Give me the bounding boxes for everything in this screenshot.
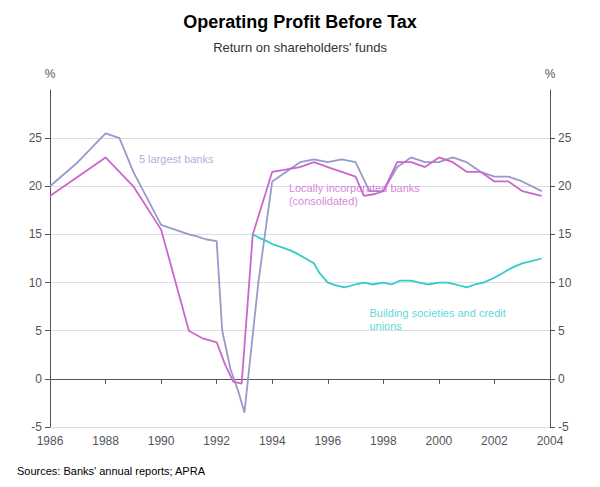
- svg-text:Operating Profit Before Tax: Operating Profit Before Tax: [183, 12, 417, 32]
- svg-text:5: 5: [35, 324, 42, 338]
- svg-text:10: 10: [558, 276, 572, 290]
- svg-text:20: 20: [29, 179, 43, 193]
- svg-text:2002: 2002: [481, 434, 508, 448]
- svg-text:Sources: Banks' annual reports: Sources: Banks' annual reports; APRA: [17, 465, 206, 477]
- svg-text:20: 20: [558, 179, 572, 193]
- svg-text:5: 5: [558, 324, 565, 338]
- svg-text:0: 0: [35, 372, 42, 386]
- svg-text:unions: unions: [369, 320, 402, 332]
- svg-text:(consolidated): (consolidated): [289, 195, 358, 207]
- svg-text:0: 0: [558, 372, 565, 386]
- svg-text:1986: 1986: [37, 434, 64, 448]
- svg-text:Building societies and credit: Building societies and credit: [369, 307, 505, 319]
- svg-text:Locally incorporated banks: Locally incorporated banks: [289, 182, 420, 194]
- svg-text:%: %: [545, 67, 556, 81]
- svg-text:2000: 2000: [426, 434, 453, 448]
- svg-text:1990: 1990: [148, 434, 175, 448]
- svg-text:15: 15: [29, 227, 43, 241]
- svg-text:-5: -5: [558, 420, 569, 434]
- svg-text:5 largest banks: 5 largest banks: [139, 153, 214, 165]
- svg-text:25: 25: [558, 131, 572, 145]
- svg-text:1998: 1998: [370, 434, 397, 448]
- svg-text:Return on shareholders' funds: Return on shareholders' funds: [213, 40, 387, 55]
- svg-text:%: %: [45, 67, 56, 81]
- svg-text:25: 25: [29, 131, 43, 145]
- svg-text:1994: 1994: [259, 434, 286, 448]
- svg-text:10: 10: [29, 276, 43, 290]
- svg-text:-5: -5: [31, 420, 42, 434]
- svg-text:1988: 1988: [92, 434, 119, 448]
- svg-text:1996: 1996: [314, 434, 341, 448]
- svg-text:2004: 2004: [537, 434, 564, 448]
- svg-text:1992: 1992: [203, 434, 230, 448]
- svg-text:15: 15: [558, 227, 572, 241]
